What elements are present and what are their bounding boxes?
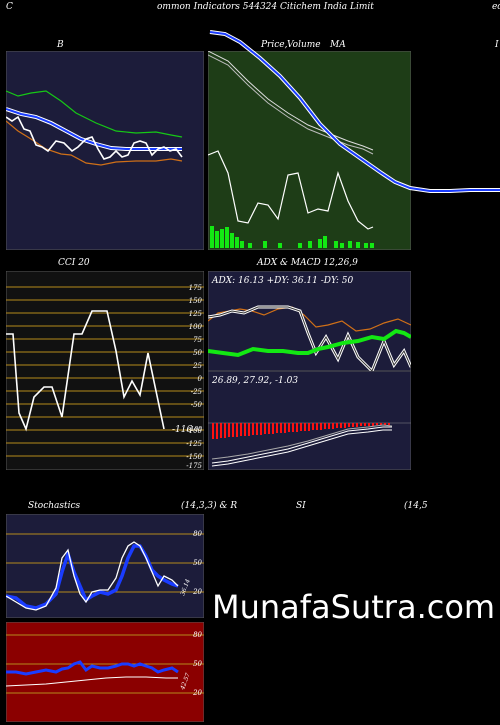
macd-chart: 26.89, 27.92, -1.03 bbox=[208, 371, 411, 470]
rsi-params-label: (14,5 bbox=[404, 501, 428, 511]
volume-bars bbox=[210, 226, 374, 248]
adx-line bbox=[208, 328, 411, 358]
ma-label: MA bbox=[330, 40, 346, 50]
cci-tick: -175 bbox=[186, 462, 202, 470]
bollinger-label: B bbox=[57, 40, 64, 50]
stoch-tick: 20 bbox=[192, 588, 202, 596]
bollinger-panel bbox=[6, 51, 204, 250]
cci-tick: 175 bbox=[189, 284, 203, 292]
bollinger-chart bbox=[6, 51, 204, 250]
rsi-white-line bbox=[6, 676, 178, 687]
cci-tick: -150 bbox=[186, 453, 202, 461]
rsi-tick: 20 bbox=[192, 689, 202, 697]
header-left-char: C bbox=[6, 2, 13, 12]
stoch-k-line bbox=[6, 541, 179, 611]
stoch-tick: 50 bbox=[193, 559, 202, 567]
adx-plus-dy-line bbox=[208, 306, 411, 332]
price-panel bbox=[208, 51, 411, 250]
cci-line bbox=[6, 310, 165, 432]
bollinger-price bbox=[6, 115, 183, 160]
macd-signal-line bbox=[211, 429, 392, 467]
adx-label: ADX & MACD 12,26,9 bbox=[257, 258, 358, 268]
volume-label: Volume bbox=[287, 40, 321, 50]
macd-panel: 26.89, 27.92, -1.03 bbox=[208, 371, 411, 470]
stoch-tick: 80 bbox=[193, 530, 202, 538]
macd-line-3 bbox=[211, 424, 393, 460]
macd-readout: 26.89, 27.92, -1.03 bbox=[211, 376, 298, 386]
cci-tick: 150 bbox=[189, 297, 203, 305]
cci-tick: 50 bbox=[193, 349, 202, 357]
bollinger-upper-band bbox=[6, 90, 183, 138]
macd-histogram bbox=[212, 423, 390, 439]
rsi-blue-line bbox=[6, 660, 179, 676]
chart-title: ommon Indicators 544324 Citichem India L… bbox=[157, 2, 374, 12]
cci-panel: 175 150 125 100 75 50 25 0 -25 -50 -100 … bbox=[6, 271, 204, 470]
rsi-chart: 80 50 20 42.57 bbox=[6, 622, 204, 722]
cci-tick: 125 bbox=[189, 310, 203, 318]
cci-value: -116 bbox=[172, 425, 192, 435]
cci-tick: -50 bbox=[191, 401, 203, 409]
adx-chart: ADX: 16.13 +DY: 36.11 -DY: 50 bbox=[208, 271, 411, 371]
price-label: Price, bbox=[261, 40, 288, 50]
cci-tick: 25 bbox=[192, 362, 202, 370]
cci-tick: -25 bbox=[191, 388, 203, 396]
brand-watermark: MunafaSutra.com bbox=[212, 588, 496, 626]
macd-line bbox=[211, 426, 392, 464]
stochastics-chart: 80 50 20 36.14 bbox=[6, 514, 204, 618]
bollinger-lower-band bbox=[6, 120, 183, 166]
cci-tick: 100 bbox=[189, 323, 203, 331]
cci-tick: 0 bbox=[198, 375, 203, 383]
adx-readout: ADX: 16.13 +DY: 36.11 -DY: 50 bbox=[211, 276, 353, 286]
stochastics-panel: 80 50 20 36.14 bbox=[6, 514, 204, 618]
price-chart bbox=[208, 51, 411, 250]
cci-tick: -100 bbox=[189, 426, 203, 433]
cci-chart: 175 150 125 100 75 50 25 0 -25 -50 -100 … bbox=[6, 271, 204, 470]
stoch-d-line bbox=[6, 544, 179, 610]
cci-tick: 75 bbox=[193, 336, 202, 344]
cci-tick: -125 bbox=[186, 440, 202, 448]
stoch-label: Stochastics bbox=[28, 501, 81, 511]
rsi-panel: 80 50 20 42.57 bbox=[6, 622, 204, 722]
adx-panel: ADX: 16.13 +DY: 36.11 -DY: 50 bbox=[208, 271, 411, 371]
rsi-tick: 50 bbox=[193, 660, 202, 668]
rsi-tick: 80 bbox=[193, 631, 202, 639]
far-right-char: I bbox=[495, 40, 499, 50]
rsi-label: SI bbox=[296, 501, 306, 511]
stoch-params-label: (14,3,3) & R bbox=[181, 501, 238, 511]
cci-label: CCI 20 bbox=[58, 258, 90, 268]
header-right-text: ed bbox=[492, 2, 500, 12]
cci-tick: -100 bbox=[186, 427, 202, 435]
